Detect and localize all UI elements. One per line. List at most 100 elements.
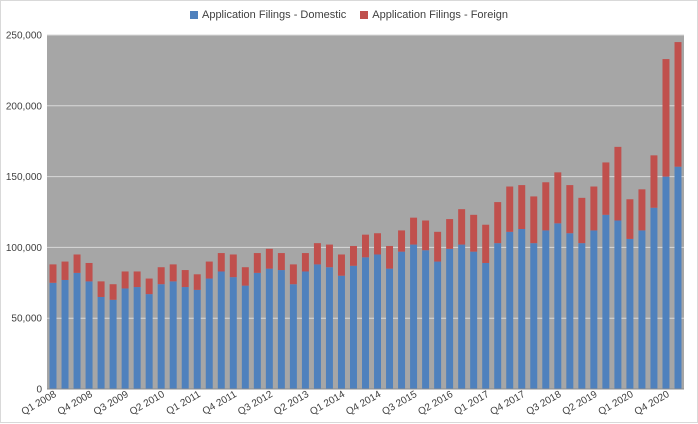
bar-domestic (145, 294, 153, 389)
bar-foreign (61, 261, 69, 280)
bar-foreign (434, 231, 442, 262)
bar-domestic (241, 285, 249, 389)
bar-domestic (626, 238, 634, 389)
bar-foreign (422, 220, 430, 251)
bar-domestic (422, 250, 430, 389)
bar-domestic (181, 287, 189, 389)
x-tick-label: Q4 2020 (633, 389, 672, 418)
bar-domestic (85, 281, 93, 389)
legend-item-domestic: Application Filings - Domestic (189, 9, 347, 21)
bar-foreign (458, 209, 466, 245)
x-tick-label: Q4 2017 (489, 389, 528, 418)
bar-domestic (289, 284, 297, 389)
bar-foreign (157, 267, 165, 285)
bar-foreign (518, 185, 526, 229)
bar-domestic (313, 264, 321, 389)
bar-domestic (73, 272, 81, 389)
bar-foreign (350, 245, 357, 266)
x-tick-label: Q3 2012 (236, 389, 275, 418)
bar-foreign (85, 262, 93, 282)
bar-domestic (49, 282, 57, 389)
x-tick-label: Q3 2018 (525, 389, 564, 418)
bar-domestic (662, 176, 670, 389)
x-tick-label: Q2 2019 (561, 389, 600, 418)
bar-foreign (49, 264, 57, 283)
bar-foreign (217, 253, 225, 272)
bar-foreign (205, 261, 213, 279)
y-tick-label: 250,000 (6, 31, 43, 42)
bar-domestic (434, 261, 442, 389)
x-tick-label: Q1 2020 (597, 389, 636, 418)
bar-domestic (566, 233, 574, 389)
bar-foreign (289, 264, 297, 285)
bar-domestic (530, 243, 538, 389)
bar-foreign (241, 267, 249, 286)
bar-foreign (650, 155, 658, 208)
bar-domestic (362, 257, 369, 389)
bar-foreign (626, 199, 634, 239)
bar-foreign (494, 202, 502, 244)
x-tick-label: Q4 2008 (56, 389, 95, 418)
legend-label-domestic: Application Filings - Domestic (201, 9, 347, 21)
bar-domestic (650, 207, 658, 389)
x-tick-label: Q4 2011 (201, 389, 239, 418)
bar-domestic (350, 265, 357, 389)
y-tick-label: 0 (36, 385, 42, 396)
bar-domestic (578, 243, 586, 389)
bar-domestic (193, 289, 201, 389)
bar-foreign (674, 42, 682, 167)
bar-foreign (325, 244, 333, 268)
bar-domestic (253, 272, 261, 389)
bar-foreign (446, 219, 454, 249)
bar-foreign (566, 185, 574, 234)
bar-foreign (97, 281, 105, 297)
bar-foreign (313, 243, 321, 265)
bar-foreign (614, 146, 622, 221)
bar-foreign (277, 253, 285, 271)
x-tick-label: Q2 2016 (416, 389, 455, 418)
bar-domestic (97, 296, 105, 389)
bar-domestic (229, 277, 237, 389)
bar-foreign (73, 254, 81, 273)
bar-foreign (193, 274, 201, 290)
bar-foreign (374, 233, 381, 255)
x-tick-label: Q3 2015 (380, 389, 419, 418)
bar-domestic (301, 271, 309, 389)
bar-domestic (494, 243, 502, 389)
bar-foreign (145, 278, 153, 295)
bar-domestic (121, 288, 129, 389)
bar-foreign (506, 186, 514, 232)
bar-domestic (446, 248, 454, 389)
legend: Application Filings - Domestic Applicati… (1, 9, 697, 21)
bar-domestic (410, 244, 418, 389)
bar-foreign (253, 253, 261, 273)
bar-domestic (614, 220, 622, 389)
y-tick-label: 200,000 (6, 101, 43, 112)
bar-domestic (386, 268, 394, 389)
bar-foreign (133, 271, 141, 288)
bar-foreign (554, 172, 562, 224)
bar-domestic (674, 166, 682, 389)
y-tick-label: 100,000 (6, 243, 43, 254)
bar-foreign (638, 189, 646, 231)
bar-domestic (458, 244, 466, 389)
bar-foreign (602, 162, 610, 215)
bar-domestic (482, 262, 490, 389)
bar-foreign (398, 230, 406, 252)
bar-domestic (337, 275, 345, 389)
bar-domestic (61, 279, 69, 389)
bar-domestic (374, 254, 381, 389)
bar-domestic (217, 271, 225, 389)
bar-domestic (325, 267, 333, 389)
bar-domestic (277, 270, 285, 389)
bar-foreign (181, 270, 189, 288)
legend-swatch-foreign (360, 11, 369, 19)
legend-label-foreign: Application Filings - Foreign (372, 9, 508, 21)
bar-domestic (554, 223, 562, 389)
bar-domestic (205, 278, 213, 389)
bar-foreign (662, 59, 670, 177)
bar-foreign (362, 234, 369, 258)
bar-foreign (301, 253, 309, 272)
x-tick-label: Q2 2010 (128, 389, 167, 418)
